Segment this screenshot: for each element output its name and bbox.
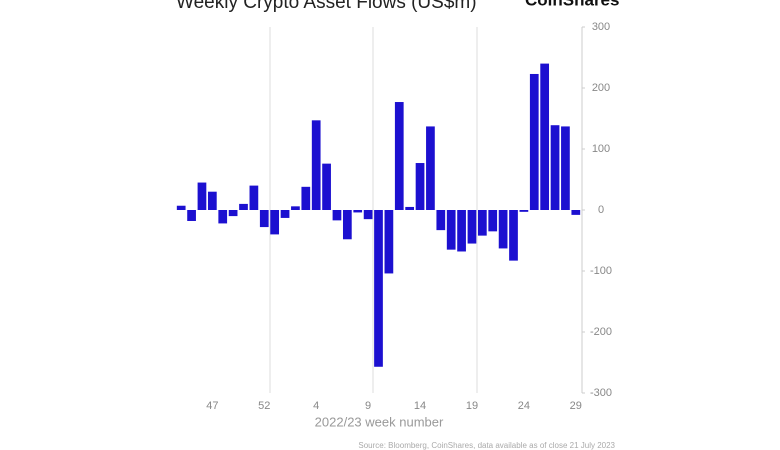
y-tick-label: 200 — [592, 82, 610, 94]
bar — [550, 125, 560, 210]
bar — [207, 191, 217, 210]
bar — [280, 210, 290, 218]
bar — [249, 185, 259, 210]
y-tick-label: 100 — [592, 143, 610, 155]
bar — [332, 210, 342, 221]
y-tick-label: 0 — [598, 204, 604, 216]
x-tick-label: 14 — [414, 400, 426, 412]
chart-title: Weekly Crypto Asset Flows (US$m) — [176, 0, 477, 13]
y-tick-label: 300 — [592, 21, 610, 33]
bar — [467, 210, 477, 244]
bar — [540, 63, 550, 210]
bar — [342, 210, 352, 240]
bar — [561, 126, 570, 210]
bar — [477, 210, 487, 236]
source-note: Source: Bloomberg, CoinShares, data avai… — [358, 441, 615, 450]
y-tick-label: -300 — [590, 387, 612, 399]
x-tick-label: 19 — [466, 400, 478, 412]
bar — [488, 210, 498, 232]
x-tick-label: 24 — [518, 400, 530, 412]
bar — [353, 210, 363, 213]
bar — [374, 210, 383, 367]
bar — [446, 210, 456, 250]
bar — [509, 210, 518, 261]
bar — [571, 210, 581, 215]
bar — [519, 210, 529, 212]
bar — [197, 182, 207, 210]
bar — [436, 210, 446, 231]
y-tick-label: -200 — [590, 326, 612, 338]
bar — [322, 163, 331, 210]
x-tick-label: 29 — [570, 400, 582, 412]
bar — [426, 126, 435, 210]
bar — [291, 206, 300, 210]
x-tick-label: 9 — [365, 400, 371, 412]
bar — [187, 210, 196, 221]
bar — [218, 210, 228, 224]
x-tick-label: 52 — [258, 400, 270, 412]
bar — [384, 210, 394, 274]
y-tick-label: -100 — [590, 265, 612, 277]
bar — [405, 206, 415, 210]
bar — [529, 73, 539, 210]
bar — [270, 210, 280, 235]
bar — [228, 210, 238, 217]
x-tick-label: 4 — [313, 400, 319, 412]
bar — [176, 205, 186, 210]
x-tick-label: 47 — [206, 400, 218, 412]
bar — [498, 210, 508, 249]
bar — [363, 210, 373, 220]
bar — [457, 210, 466, 252]
brand-logo: CoinShares — [525, 0, 619, 9]
bar — [301, 186, 311, 210]
x-axis-label: 2022/23 week number — [315, 414, 444, 429]
bar — [239, 203, 248, 210]
bar — [259, 210, 269, 228]
bar — [311, 120, 321, 210]
bar — [394, 102, 404, 210]
bar — [415, 163, 425, 210]
